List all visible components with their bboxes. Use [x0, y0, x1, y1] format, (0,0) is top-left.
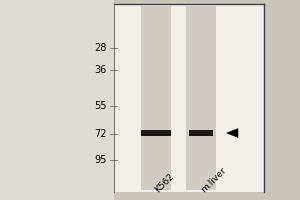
Text: 55: 55 — [94, 101, 106, 111]
Text: 72: 72 — [94, 129, 106, 139]
Polygon shape — [226, 129, 238, 137]
Bar — [0, 0, 114, 200]
Text: 28: 28 — [94, 43, 106, 53]
Text: K562: K562 — [153, 171, 176, 194]
Text: m.liver: m.liver — [200, 165, 228, 194]
Text: 36: 36 — [94, 65, 106, 75]
Bar — [186, 6, 216, 190]
Bar — [189, 130, 213, 136]
Bar — [141, 130, 171, 136]
Text: 95: 95 — [94, 155, 106, 165]
Bar — [141, 6, 171, 190]
Bar — [114, 4, 264, 192]
